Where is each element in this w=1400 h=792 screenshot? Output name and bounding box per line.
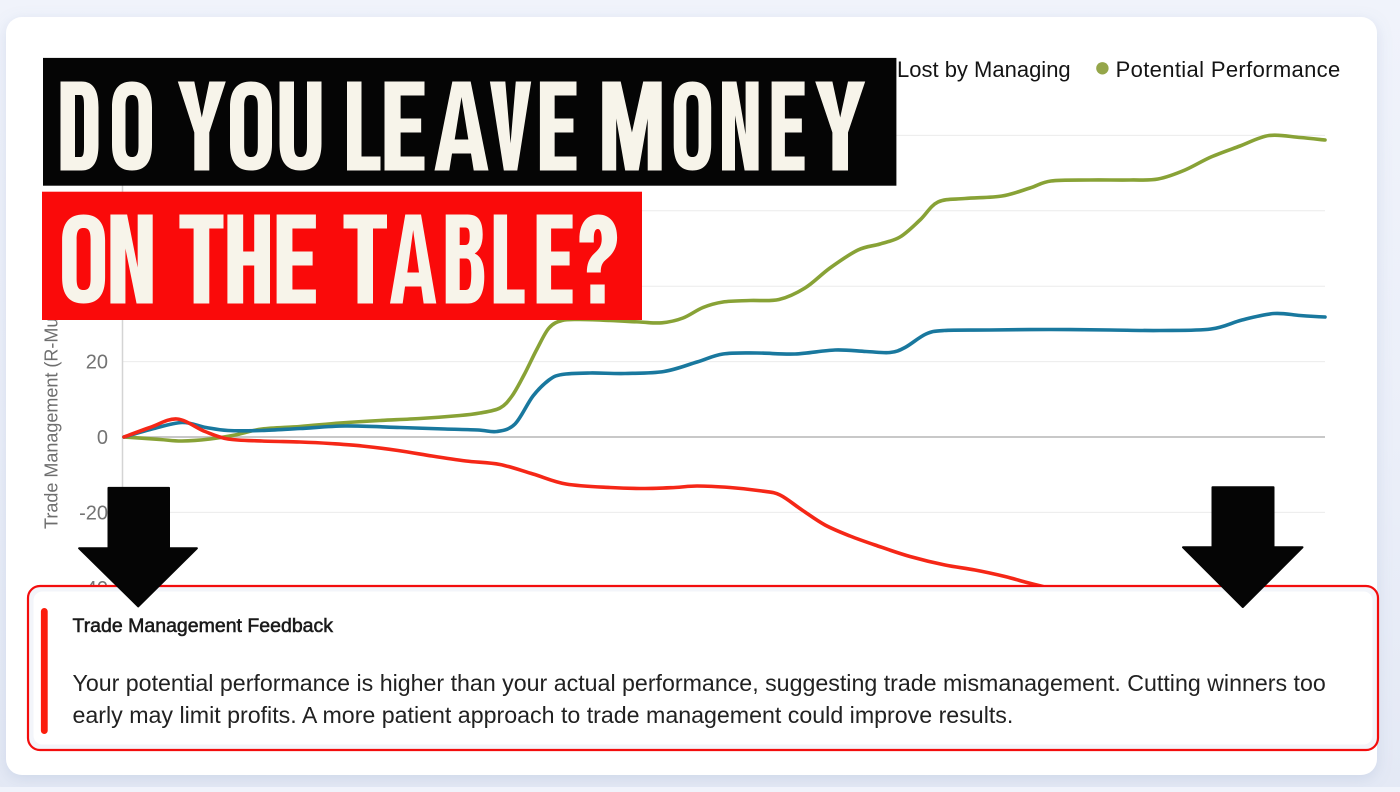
svg-text:-20: -20 xyxy=(79,502,108,524)
svg-text:20: 20 xyxy=(86,352,108,374)
svg-text:early may limit profits. A mor: early may limit profits. A more patient … xyxy=(73,702,1014,728)
svg-text:0: 0 xyxy=(97,427,108,449)
svg-text:Trade Management (R-Multiple): Trade Management (R-Multiple) xyxy=(42,275,62,529)
svg-text:Lost by Managing: Lost by Managing xyxy=(897,57,1071,82)
svg-text:Your potential performance is: Your potential performance is higher tha… xyxy=(73,670,1326,696)
svg-text:Potential Performance: Potential Performance xyxy=(1116,57,1341,82)
svg-text:Trade Management Feedback: Trade Management Feedback xyxy=(73,615,334,637)
